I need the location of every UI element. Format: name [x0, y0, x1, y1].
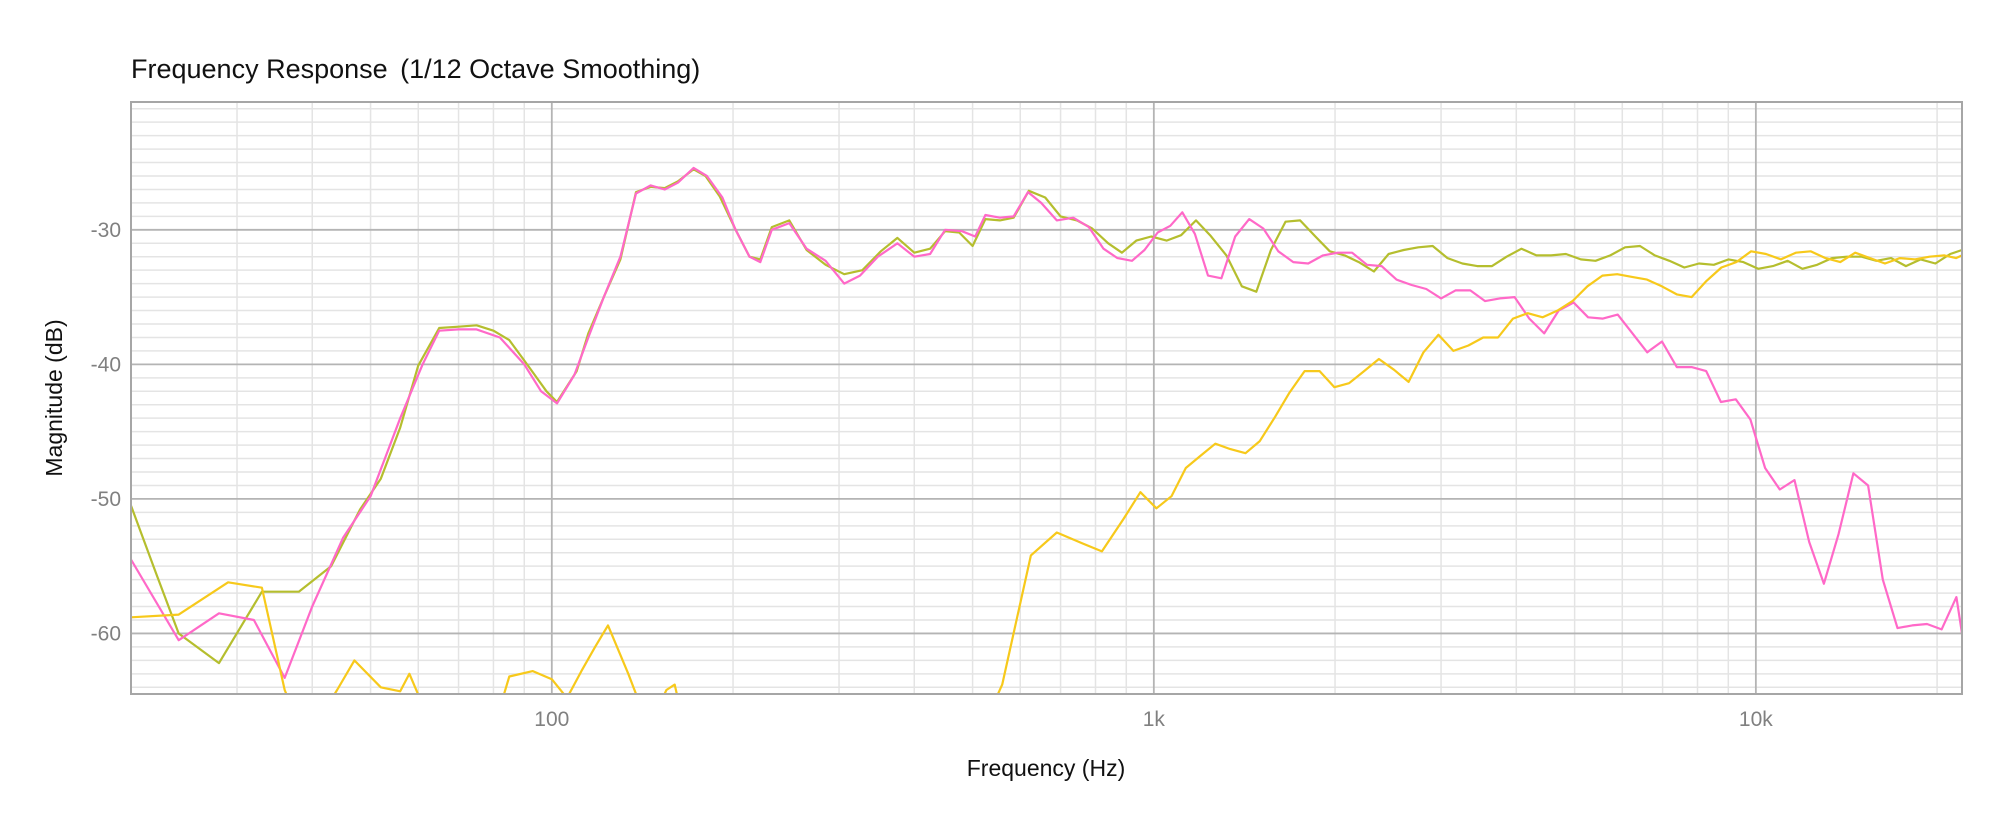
y-tick-label: -40 — [91, 353, 121, 376]
x-tick-label: 1k — [1143, 708, 1166, 731]
series-line-3 — [131, 250, 1962, 694]
y-axis-label: Magnitude (dB) — [41, 319, 67, 476]
x-axis-label: Frequency (Hz) — [967, 755, 1125, 781]
x-tick-label: 100 — [534, 708, 569, 731]
chart-subtitle: (1/12 Octave Smoothing) — [400, 54, 700, 84]
grid — [130, 102, 1962, 694]
y-tick-label: -50 — [91, 488, 121, 511]
series-line-2 — [131, 166, 1962, 679]
series-group — [131, 166, 1962, 694]
y-tick-label: -30 — [91, 219, 121, 242]
plot-frame — [130, 101, 1963, 695]
x-tick-label: 10k — [1739, 708, 1773, 731]
chart-title: Frequency Response (1/12 Octave Smoothin… — [131, 54, 700, 84]
chart-title-main: Frequency Response — [131, 54, 388, 84]
y-tick-label: -60 — [91, 622, 121, 645]
tick-labels: -30 -40 -50 -60 100 1k 10k — [91, 219, 1774, 731]
